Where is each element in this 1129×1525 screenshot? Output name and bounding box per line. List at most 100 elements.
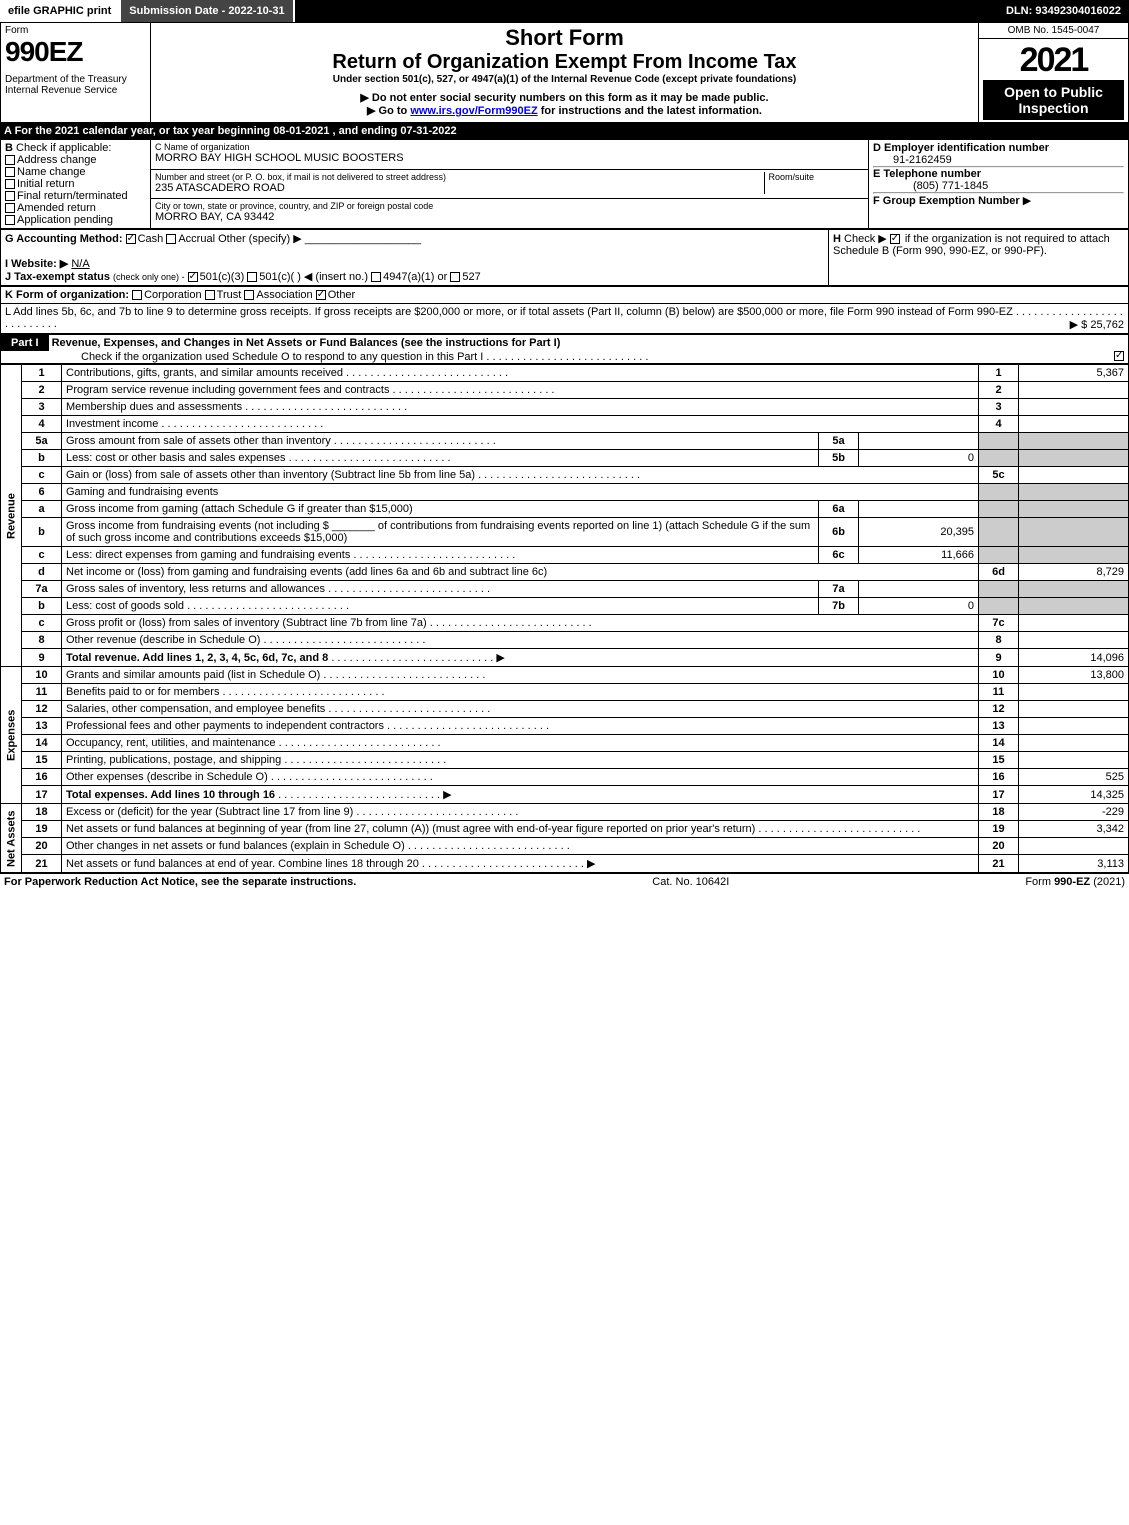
trust-checkbox[interactable] <box>205 290 215 300</box>
l3-box: 3 <box>979 399 1019 416</box>
527-checkbox[interactable] <box>450 272 460 282</box>
l6c-num: c <box>22 547 62 564</box>
final-return-checkbox[interactable] <box>5 191 15 201</box>
d7a <box>325 583 490 595</box>
other-org-checkbox[interactable] <box>316 290 326 300</box>
l5b-sb: 5b <box>819 450 859 467</box>
l6a-grey <box>979 501 1019 518</box>
assoc-checkbox[interactable] <box>244 290 254 300</box>
initial-return-checkbox[interactable] <box>5 179 15 189</box>
l6d-num: d <box>22 564 62 581</box>
trust-label: Trust <box>217 289 242 301</box>
l15-amt <box>1019 752 1129 769</box>
irs-link[interactable]: www.irs.gov/Form990EZ <box>410 105 537 117</box>
l10-box: 10 <box>979 667 1019 684</box>
schedule-b-checkbox[interactable] <box>890 234 900 244</box>
l6b-grey <box>979 518 1019 547</box>
l13-box: 13 <box>979 718 1019 735</box>
d14 <box>276 737 441 749</box>
check-applicable: Check if applicable: <box>16 142 111 154</box>
d7b <box>184 600 349 612</box>
address-change-checkbox[interactable] <box>5 155 15 165</box>
opt-amended: Amended return <box>17 202 96 214</box>
l14-desc: Occupancy, rent, utilities, and maintena… <box>66 737 276 749</box>
d16 <box>268 771 433 783</box>
4947-checkbox[interactable] <box>371 272 381 282</box>
cash-checkbox[interactable] <box>126 234 136 244</box>
l7b-num: b <box>22 598 62 615</box>
section-l-text: L Add lines 5b, 6c, and 7b to line 9 to … <box>5 306 1013 318</box>
phone-label: E Telephone number <box>873 168 981 180</box>
phone-value: (805) 771-1845 <box>913 180 988 192</box>
l3-amt <box>1019 399 1129 416</box>
501c3-checkbox[interactable] <box>188 272 198 282</box>
l10-num: 10 <box>22 667 62 684</box>
l3-desc: Membership dues and assessments <box>66 401 242 413</box>
room-label: Room/suite <box>769 172 861 182</box>
l7b-grey <box>979 598 1019 615</box>
other-label: Other (specify) ▶ <box>218 233 302 245</box>
l7a-desc: Gross sales of inventory, less returns a… <box>66 583 325 595</box>
l6b-grey2 <box>1019 518 1129 547</box>
l15-desc: Printing, publications, postage, and shi… <box>66 754 281 766</box>
section-h-check: Check ▶ <box>844 233 887 245</box>
d6c <box>350 549 515 561</box>
l15-num: 15 <box>22 752 62 769</box>
l9-box: 9 <box>979 649 1019 667</box>
l7b-sb: 7b <box>819 598 859 615</box>
omb-number: OMB No. 1545-0047 <box>979 23 1129 39</box>
l6b-sb: 6b <box>819 518 859 547</box>
l11-amt <box>1019 684 1129 701</box>
opt-address: Address change <box>17 154 97 166</box>
l7c-amt <box>1019 615 1129 632</box>
l5b-num: b <box>22 450 62 467</box>
l20-desc: Other changes in net assets or fund bala… <box>66 840 405 852</box>
l4-box: 4 <box>979 416 1019 433</box>
l19-num: 19 <box>22 821 62 838</box>
return-title: Return of Organization Exempt From Incom… <box>155 51 974 74</box>
l16-box: 16 <box>979 769 1019 786</box>
l6-grey <box>979 484 1019 501</box>
l15-box: 15 <box>979 752 1019 769</box>
l3-num: 3 <box>22 399 62 416</box>
amended-return-checkbox[interactable] <box>5 203 15 213</box>
footer-right-bold: 990-EZ <box>1054 876 1090 888</box>
l2-box: 2 <box>979 382 1019 399</box>
l9-desc: Total revenue. Add lines 1, 2, 3, 4, 5c,… <box>66 652 328 664</box>
footer-left: For Paperwork Reduction Act Notice, see … <box>4 876 356 888</box>
l2-num: 2 <box>22 382 62 399</box>
l6b-desc1: Gross income from fundraising events (no… <box>66 520 329 532</box>
goto-post: for instructions and the latest informat… <box>538 105 762 117</box>
schedule-o-checkbox[interactable] <box>1114 351 1124 361</box>
application-pending-checkbox[interactable] <box>5 215 15 225</box>
l6-num: 6 <box>22 484 62 501</box>
group-arrow: ▶ <box>1023 195 1031 207</box>
501c-checkbox[interactable] <box>247 272 257 282</box>
l5a-grey2 <box>1019 433 1129 450</box>
part1-label: Part I <box>1 335 49 351</box>
l5c-amt <box>1019 467 1129 484</box>
l11-num: 11 <box>22 684 62 701</box>
corp-checkbox[interactable] <box>132 290 142 300</box>
name-change-checkbox[interactable] <box>5 167 15 177</box>
section-k-label: K Form of organization: <box>5 289 129 301</box>
org-info-table: B Check if applicable: Address change Na… <box>0 139 1129 229</box>
section-l-amount: ▶ $ 25,762 <box>1070 318 1124 331</box>
l19-desc: Net assets or fund balances at beginning… <box>66 823 755 835</box>
section-g-label: G Accounting Method: <box>5 233 123 245</box>
opt-pending: Application pending <box>17 214 113 226</box>
d13 <box>384 720 549 732</box>
l6d-desc: Net income or (loss) from gaming and fun… <box>62 564 979 581</box>
l18-amt: -229 <box>1019 804 1129 821</box>
l5b-grey2 <box>1019 450 1129 467</box>
l8-desc: Other revenue (describe in Schedule O) <box>66 634 260 646</box>
l5a-sb: 5a <box>819 433 859 450</box>
accrual-checkbox[interactable] <box>166 234 176 244</box>
l10-amt: 13,800 <box>1019 667 1129 684</box>
opt-name: Name change <box>17 166 86 178</box>
d12 <box>325 703 490 715</box>
l7c-num: c <box>22 615 62 632</box>
l6-desc: Gaming and fundraising events <box>62 484 979 501</box>
l4-num: 4 <box>22 416 62 433</box>
l6a-sa <box>859 501 979 518</box>
